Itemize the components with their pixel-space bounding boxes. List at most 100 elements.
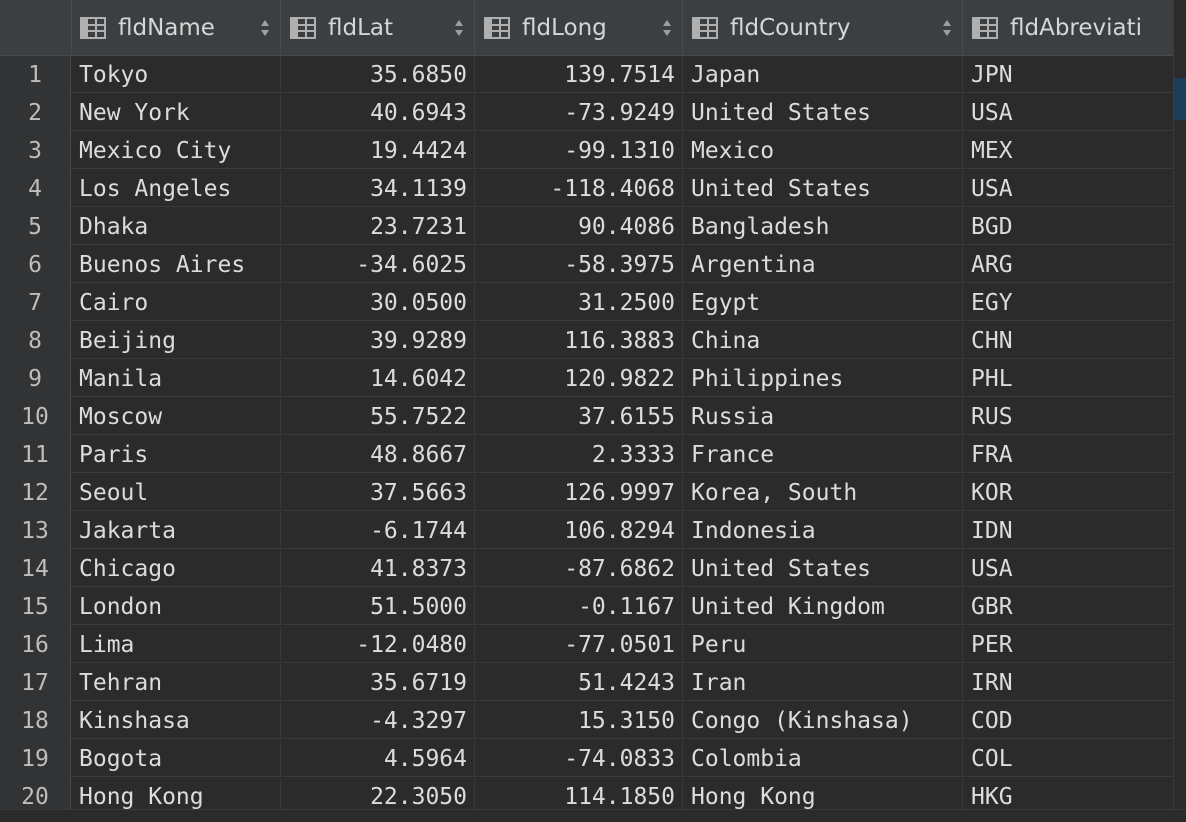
cell-name[interactable]: Lima <box>72 626 281 663</box>
cell-lat[interactable]: -34.6025 <box>282 246 475 283</box>
cell-abbr[interactable]: JPN <box>964 56 1174 93</box>
cell-country[interactable]: Hong Kong <box>684 778 963 815</box>
cell-country[interactable]: Iran <box>684 664 963 701</box>
cell-country[interactable]: United Kingdom <box>684 588 963 625</box>
cell-country[interactable]: France <box>684 436 963 473</box>
cell-name[interactable]: Dhaka <box>72 208 281 245</box>
table-row[interactable]: 2 New York 40.6943 -73.9249 United States USA <box>0 94 1174 132</box>
sort-icon[interactable] <box>454 18 464 38</box>
cell-lat[interactable]: 35.6850 <box>282 56 475 93</box>
sort-icon[interactable] <box>260 18 270 38</box>
cell-country[interactable]: United States <box>684 170 963 207</box>
cell-long[interactable]: -58.3975 <box>476 246 683 283</box>
column-header-fldlong[interactable]: fldLong <box>476 0 683 55</box>
column-header-fldlat[interactable]: fldLat <box>282 0 475 55</box>
cell-name[interactable]: Paris <box>72 436 281 473</box>
cell-country[interactable]: Egypt <box>684 284 963 321</box>
cell-lat[interactable]: 30.0500 <box>282 284 475 321</box>
cell-long[interactable]: 106.8294 <box>476 512 683 549</box>
table-row[interactable]: 14 Chicago 41.8373 -87.6862 United States USA <box>0 550 1174 588</box>
table-row[interactable]: 8 Beijing 39.9289 116.3883 China CHN <box>0 322 1174 360</box>
column-header-fldabreviation[interactable]: fldAbreviati <box>964 0 1174 55</box>
cell-name[interactable]: Los Angeles <box>72 170 281 207</box>
cell-long[interactable]: -74.0833 <box>476 740 683 777</box>
cell-abbr[interactable]: BGD <box>964 208 1174 245</box>
cell-lat[interactable]: 23.7231 <box>282 208 475 245</box>
cell-abbr[interactable]: PER <box>964 626 1174 663</box>
cell-lat[interactable]: 48.8667 <box>282 436 475 473</box>
cell-country[interactable]: China <box>684 322 963 359</box>
cell-lat[interactable]: 40.6943 <box>282 94 475 131</box>
cell-country[interactable]: Argentina <box>684 246 963 283</box>
cell-lat[interactable]: 19.4424 <box>282 132 475 169</box>
cell-lat[interactable]: 41.8373 <box>282 550 475 587</box>
cell-lat[interactable]: 37.5663 <box>282 474 475 511</box>
cell-name[interactable]: New York <box>72 94 281 131</box>
table-row[interactable]: 6 Buenos Aires -34.6025 -58.3975 Argentina AR… <box>0 246 1174 284</box>
table-row[interactable]: 16 Lima -12.0480 -77.0501 Peru PER <box>0 626 1174 664</box>
cell-lat[interactable]: 34.1139 <box>282 170 475 207</box>
table-row[interactable]: 5 Dhaka 23.7231 90.4086 Bangladesh BGD <box>0 208 1174 246</box>
cell-abbr[interactable]: KOR <box>964 474 1174 511</box>
cell-abbr[interactable]: USA <box>964 94 1174 131</box>
sort-icon[interactable] <box>662 18 672 38</box>
cell-country[interactable]: Korea, South <box>684 474 963 511</box>
cell-abbr[interactable]: USA <box>964 170 1174 207</box>
cell-abbr[interactable]: IRN <box>964 664 1174 701</box>
cell-name[interactable]: Tehran <box>72 664 281 701</box>
cell-name[interactable]: Kinshasa <box>72 702 281 739</box>
cell-country[interactable]: Colombia <box>684 740 963 777</box>
cell-name[interactable]: Beijing <box>72 322 281 359</box>
cell-country[interactable]: Japan <box>684 56 963 93</box>
cell-long[interactable]: 15.3150 <box>476 702 683 739</box>
table-row[interactable]: 10 Moscow 55.7522 37.6155 Russia RUS <box>0 398 1174 436</box>
cell-long[interactable]: 37.6155 <box>476 398 683 435</box>
cell-long[interactable]: 31.2500 <box>476 284 683 321</box>
cell-long[interactable]: 51.4243 <box>476 664 683 701</box>
cell-country[interactable]: Bangladesh <box>684 208 963 245</box>
sort-icon[interactable] <box>942 18 952 38</box>
table-row[interactable]: 19 Bogota 4.5964 -74.0833 Colombia COL <box>0 740 1174 778</box>
cell-name[interactable]: London <box>72 588 281 625</box>
table-row[interactable]: 13 Jakarta -6.1744 106.8294 Indonesia IDN <box>0 512 1174 550</box>
cell-name[interactable]: Buenos Aires <box>72 246 281 283</box>
column-header-fldcountry[interactable]: fldCountry <box>684 0 963 55</box>
cell-lat[interactable]: 14.6042 <box>282 360 475 397</box>
cell-long[interactable]: 116.3883 <box>476 322 683 359</box>
cell-long[interactable]: -0.1167 <box>476 588 683 625</box>
cell-lat[interactable]: 51.5000 <box>282 588 475 625</box>
cell-name[interactable]: Mexico City <box>72 132 281 169</box>
cell-name[interactable]: Seoul <box>72 474 281 511</box>
cell-country[interactable]: United States <box>684 94 963 131</box>
cell-lat[interactable]: 55.7522 <box>282 398 475 435</box>
cell-country[interactable]: Peru <box>684 626 963 663</box>
cell-name[interactable]: Jakarta <box>72 512 281 549</box>
cell-lat[interactable]: 35.6719 <box>282 664 475 701</box>
cell-abbr[interactable]: USA <box>964 550 1174 587</box>
cell-lat[interactable]: 4.5964 <box>282 740 475 777</box>
cell-abbr[interactable]: ARG <box>964 246 1174 283</box>
vertical-scrollbar[interactable] <box>1173 0 1186 810</box>
cell-country[interactable]: Russia <box>684 398 963 435</box>
table-row[interactable]: 12 Seoul 37.5663 126.9997 Korea, South KOR <box>0 474 1174 512</box>
cell-country[interactable]: United States <box>684 550 963 587</box>
table-row[interactable]: 18 Kinshasa -4.3297 15.3150 Congo (Kinshasa)… <box>0 702 1174 740</box>
table-row[interactable]: 7 Cairo 30.0500 31.2500 Egypt EGY <box>0 284 1174 322</box>
cell-country[interactable]: Indonesia <box>684 512 963 549</box>
cell-abbr[interactable]: CHN <box>964 322 1174 359</box>
cell-abbr[interactable]: HKG <box>964 778 1174 815</box>
cell-name[interactable]: Hong Kong <box>72 778 281 815</box>
cell-long[interactable]: -118.4068 <box>476 170 683 207</box>
cell-long[interactable]: 114.1850 <box>476 778 683 815</box>
cell-abbr[interactable]: FRA <box>964 436 1174 473</box>
cell-abbr[interactable]: COL <box>964 740 1174 777</box>
cell-country[interactable]: Philippines <box>684 360 963 397</box>
cell-name[interactable]: Chicago <box>72 550 281 587</box>
horizontal-scrollbar[interactable] <box>0 809 1186 822</box>
table-row[interactable]: 1 Tokyo 35.6850 139.7514 Japan JPN <box>0 56 1174 94</box>
table-row[interactable]: 17 Tehran 35.6719 51.4243 Iran IRN <box>0 664 1174 702</box>
cell-country[interactable]: Congo (Kinshasa) <box>684 702 963 739</box>
cell-abbr[interactable]: RUS <box>964 398 1174 435</box>
cell-long[interactable]: -73.9249 <box>476 94 683 131</box>
